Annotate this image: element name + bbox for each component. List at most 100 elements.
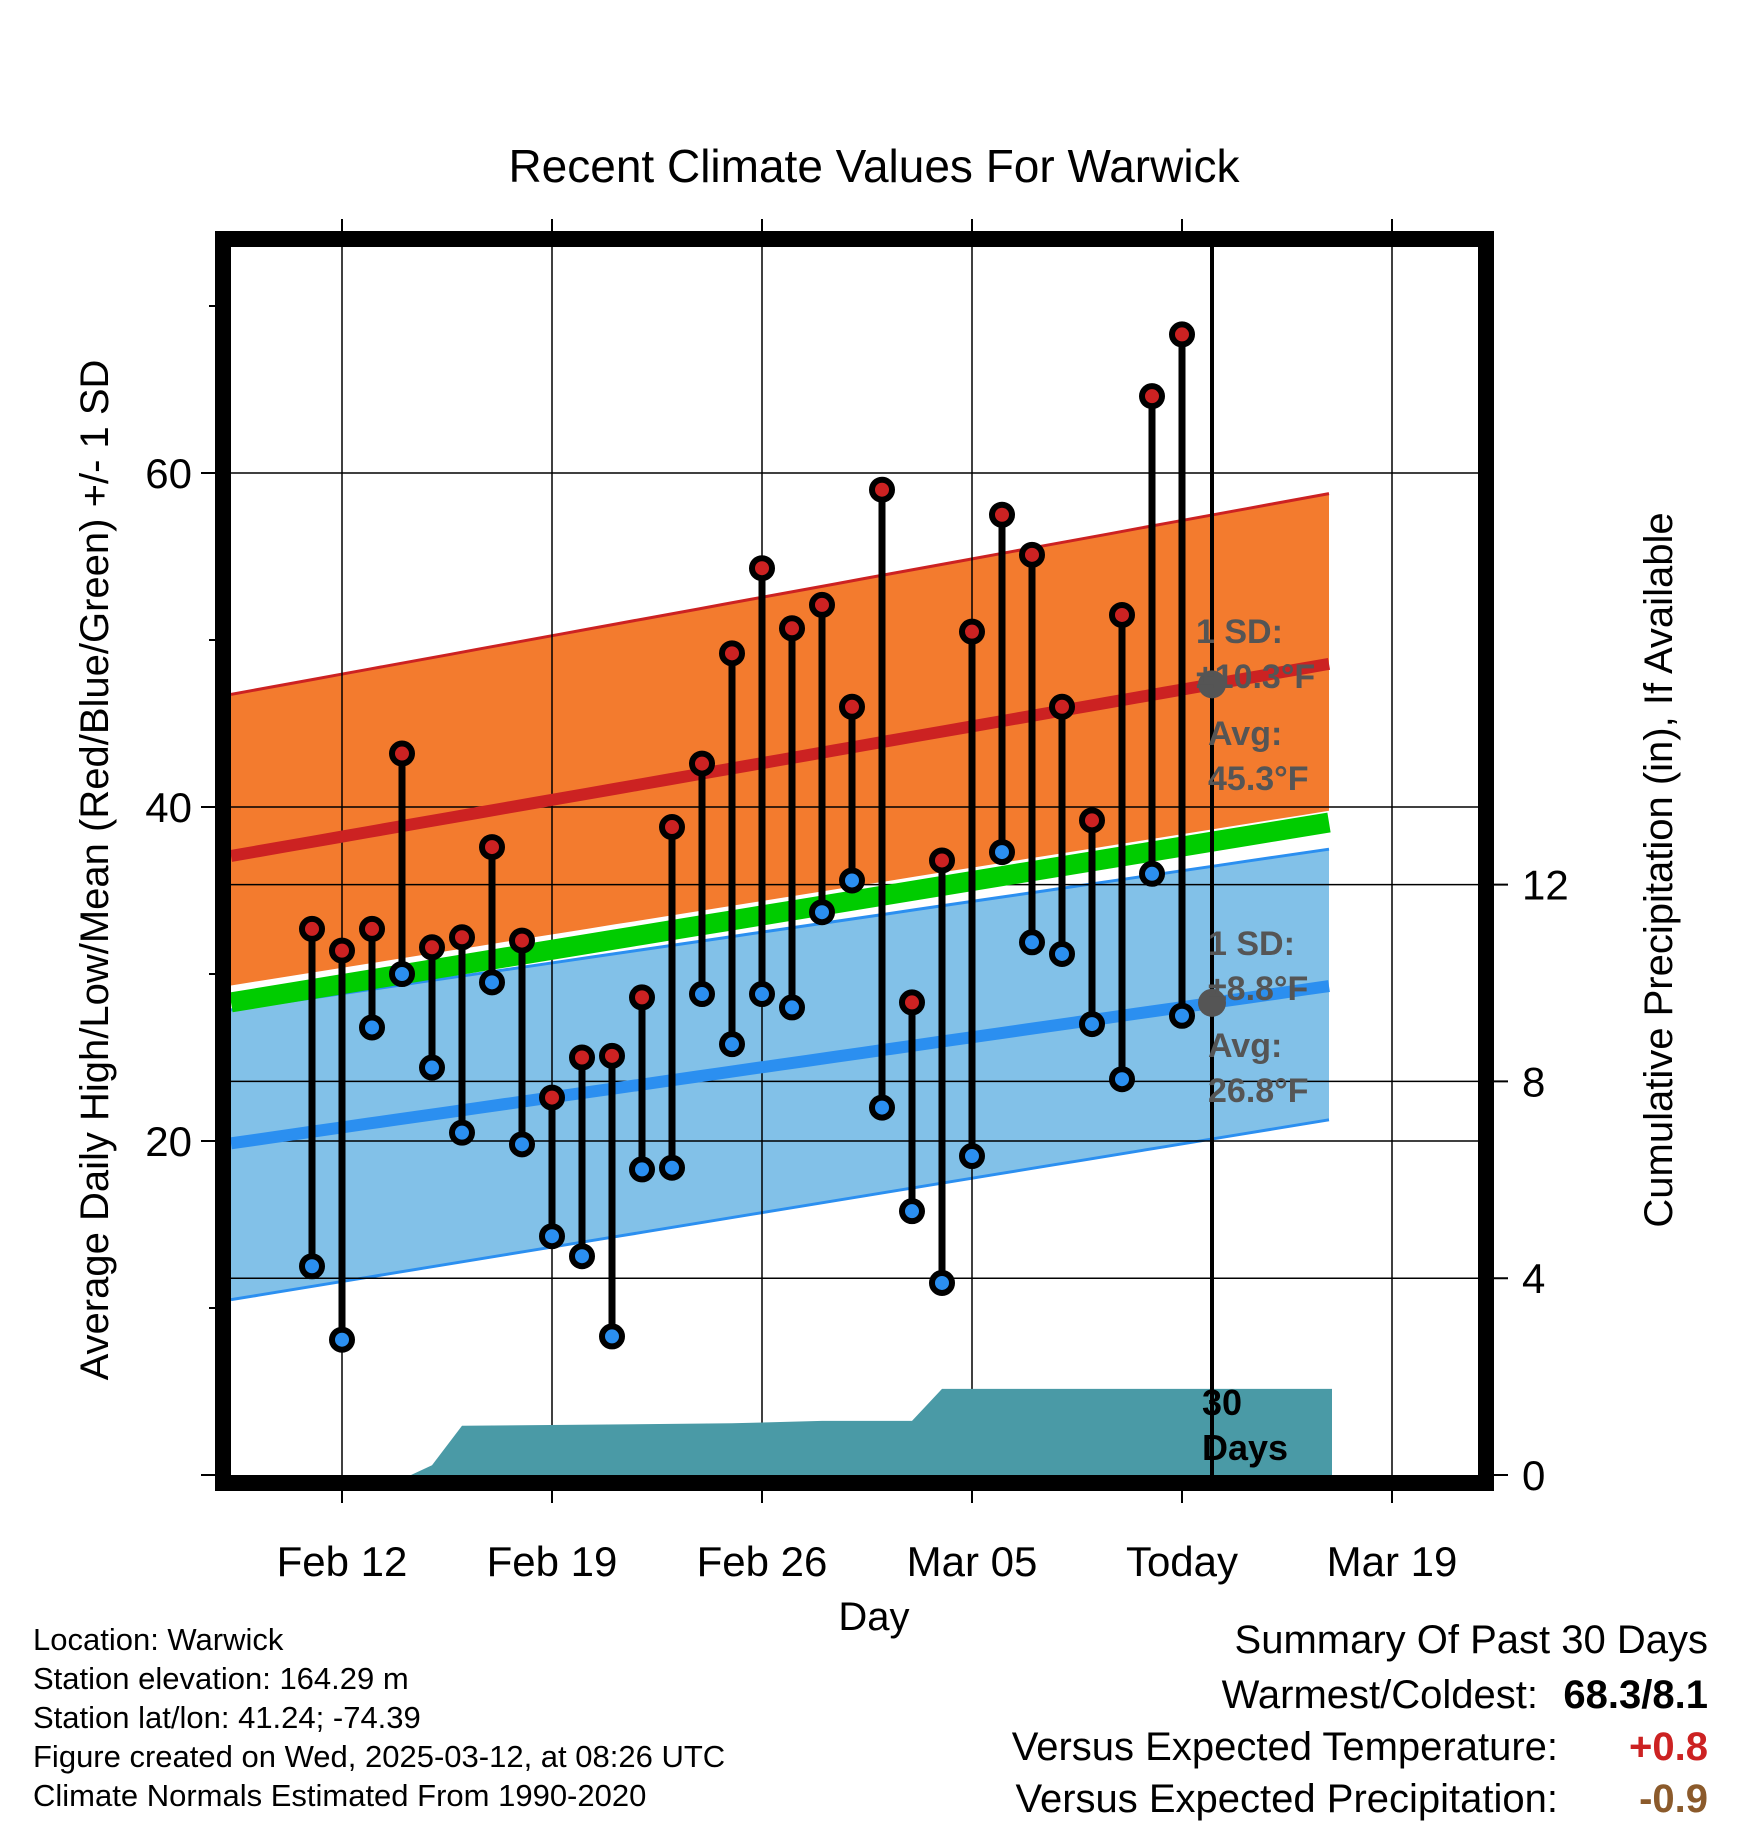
daily-high-point	[719, 640, 745, 667]
x-tick-label: Mar 19	[1327, 1538, 1458, 1585]
plot-area: Feb 12 Feb 19 Feb 26 Mar 05 Today Mar 1920406…	[145, 219, 1569, 1585]
daily-high-point	[539, 1084, 565, 1111]
location-text: Location: Warwick	[33, 1622, 284, 1657]
days-label-word: Days	[1202, 1427, 1288, 1468]
daily-high-point	[479, 834, 505, 861]
daily-high-point	[1109, 601, 1135, 628]
daily-high-point	[779, 615, 805, 642]
temp-vs-expected-row: Versus Expected Temperature: +0.8	[1012, 1721, 1708, 1773]
y-tick-label-right: 12	[1522, 862, 1569, 909]
daily-low-point	[299, 1253, 325, 1280]
high-sd-band	[231, 493, 1329, 986]
daily-high-point	[809, 591, 835, 618]
daily-high-point	[389, 740, 415, 767]
daily-low-point	[809, 899, 835, 926]
daily-low-point	[959, 1143, 985, 1170]
y-axis-label-left: Average Daily High/Low/Mean (Red/Blue/Gr…	[73, 360, 117, 1381]
low-avg-value: 26.8°F	[1208, 1072, 1309, 1110]
daily-high-point	[689, 750, 715, 777]
daily-high-point	[899, 989, 925, 1016]
daily-high-point	[509, 927, 535, 954]
daily-low-point	[839, 867, 865, 894]
daily-low-point	[749, 981, 775, 1008]
daily-low-point	[629, 1156, 655, 1183]
x-tick-label: Today	[1126, 1538, 1238, 1585]
high-sd-upper-edge	[231, 492, 1330, 696]
y-tick-label-right: 8	[1522, 1058, 1545, 1105]
y-tick-label-left: 20	[145, 1118, 192, 1165]
y-tick-label-left: 60	[145, 450, 192, 497]
precip-area	[282, 1388, 1332, 1475]
daily-high-point	[419, 934, 445, 961]
daily-high-point	[1019, 541, 1045, 568]
daily-low-point	[479, 969, 505, 996]
y-tick-label-right: 4	[1522, 1255, 1545, 1302]
daily-high-point	[1049, 693, 1075, 720]
daily-low-point	[389, 961, 415, 987]
latlon-text: Station lat/lon: 41.24; -74.39	[33, 1700, 421, 1735]
daily-low-point	[419, 1054, 445, 1081]
daily-low-point	[719, 1031, 745, 1058]
daily-high-point	[989, 501, 1015, 528]
daily-low-point	[1019, 929, 1045, 956]
daily-low-point	[1139, 860, 1165, 887]
high-sd-label: 1 SD:	[1196, 613, 1283, 651]
high-avg-value: 45.3°F	[1208, 760, 1309, 798]
daily-low-point	[659, 1154, 685, 1181]
daily-high-point	[959, 618, 985, 645]
high-avg-label: Avg:	[1208, 715, 1282, 753]
low-sd-value: ±8.8°F	[1208, 970, 1308, 1008]
precip-vs-expected-row: Versus Expected Precipitation: -0.9	[1012, 1773, 1708, 1825]
days-label-number: 30	[1202, 1382, 1242, 1423]
daily-low-point	[869, 1094, 895, 1121]
x-tick-label: Mar 05	[907, 1538, 1038, 1585]
daily-high-point	[929, 847, 955, 874]
precip-vs-expected-label: Versus Expected Precipitation:	[1015, 1777, 1558, 1821]
temp-vs-expected-label: Versus Expected Temperature:	[1011, 1725, 1558, 1769]
daily-high-point	[1139, 383, 1165, 410]
daily-low-point	[899, 1198, 925, 1225]
chart-labels: Day Average Daily High/Low/Mean (Red/Blu…	[73, 360, 1681, 1639]
temp-vs-expected-value: +0.8	[1629, 1725, 1708, 1769]
low-avg-label: Avg:	[1208, 1027, 1282, 1065]
daily-high-point	[869, 476, 895, 503]
daily-low-point	[539, 1223, 565, 1250]
daily-low-point	[989, 839, 1015, 866]
daily-high-point	[839, 693, 865, 720]
station-info: Location: Warwick Station elevation: 164…	[33, 1620, 725, 1815]
daily-high-point	[329, 937, 355, 964]
daily-high-point	[359, 915, 385, 942]
x-axis-label: Day	[838, 1595, 909, 1639]
daily-low-point	[569, 1243, 595, 1270]
daily-low-point	[359, 1014, 385, 1041]
summary-panel: Summary Of Past 30 Days Warmest/Coldest:…	[1012, 1618, 1708, 1825]
low-sd-lower-edge	[231, 1118, 1330, 1302]
warmest-coldest-label: Warmest/Coldest:	[1221, 1673, 1538, 1717]
summary-heading: Summary Of Past 30 Days	[1234, 1618, 1708, 1662]
daily-low-point	[449, 1119, 475, 1146]
daily-high-point	[569, 1044, 595, 1071]
warmest-coldest-value: 68.3/8.1	[1563, 1673, 1708, 1717]
warmest-coldest-row: Warmest/Coldest: 68.3/8.1	[1012, 1669, 1708, 1721]
low-sd-label: 1 SD:	[1208, 925, 1295, 963]
daily-low-point	[1109, 1066, 1135, 1093]
precip-vs-expected-value: -0.9	[1639, 1777, 1708, 1821]
daily-high-point	[629, 984, 655, 1011]
high-sd-value: ±10.3°F	[1196, 658, 1315, 696]
daily-high-point	[1079, 807, 1105, 834]
daily-low-point	[689, 981, 715, 1008]
created-text: Figure created on Wed, 2025-03-12, at 08…	[33, 1739, 726, 1774]
plot-inner	[231, 247, 1478, 1475]
daily-low-point	[599, 1323, 625, 1350]
x-tick-label: Feb 19	[487, 1538, 618, 1585]
daily-high-point	[299, 915, 325, 942]
elevation-text: Station elevation: 164.29 m	[33, 1661, 409, 1696]
daily-low-point	[1049, 940, 1075, 967]
daily-high-point	[659, 814, 685, 841]
low-avg-marker	[1198, 988, 1226, 1017]
daily-low-point	[1079, 1011, 1105, 1038]
normals-text: Climate Normals Estimated From 1990-2020	[33, 1778, 647, 1813]
high-avg-marker	[1198, 670, 1226, 699]
daily-high-point	[749, 555, 775, 582]
